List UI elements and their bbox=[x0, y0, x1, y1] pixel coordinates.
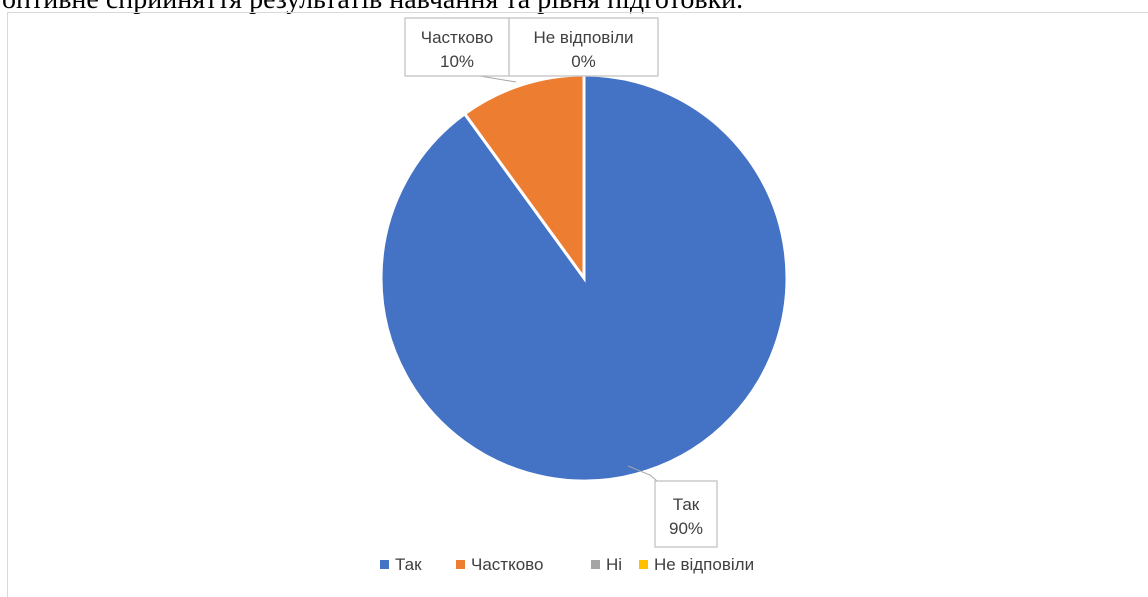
data-label-value: 10% bbox=[440, 52, 474, 71]
legend-label: Не відповіли bbox=[654, 555, 754, 574]
pie-slices bbox=[379, 73, 789, 483]
chart-area-border bbox=[7, 12, 1148, 597]
data-labels: Так 90% Частково 10% Не відповіли 0% bbox=[404, 17, 718, 548]
legend: Так Частково Ні Не відповіли bbox=[380, 555, 754, 574]
legend-item: Так bbox=[380, 555, 422, 574]
leader-line bbox=[627, 465, 658, 482]
data-label-value: 90% bbox=[669, 519, 703, 538]
legend-swatch bbox=[591, 560, 600, 569]
data-label-box bbox=[508, 17, 659, 77]
legend-swatch bbox=[456, 560, 465, 569]
data-label-callout: Так 90% bbox=[627, 465, 718, 548]
page-title: оптивне сприйняття результатів навчання … bbox=[2, 0, 743, 16]
data-label-value: 0% bbox=[571, 52, 596, 71]
data-label-box bbox=[404, 17, 510, 77]
data-label-category: Не відповіли bbox=[533, 28, 633, 47]
data-label-callout: Не відповіли 0% bbox=[508, 17, 659, 77]
data-label-box bbox=[654, 480, 718, 548]
legend-label: Так bbox=[395, 555, 422, 574]
data-label-callout: Частково 10% bbox=[404, 17, 517, 83]
legend-swatch bbox=[639, 560, 648, 569]
legend-label: Ні bbox=[606, 555, 622, 574]
leader-line bbox=[479, 75, 517, 83]
legend-item: Ні bbox=[591, 555, 622, 574]
data-label-category: Так bbox=[673, 495, 700, 514]
legend-swatch bbox=[380, 560, 389, 569]
legend-item: Не відповіли bbox=[639, 555, 754, 574]
legend-item: Частково bbox=[456, 555, 543, 574]
legend-label: Частково bbox=[471, 555, 543, 574]
data-label-category: Частково bbox=[421, 28, 493, 47]
chart-title-text: оптивне сприйняття результатів навчання … bbox=[0, 0, 1148, 18]
